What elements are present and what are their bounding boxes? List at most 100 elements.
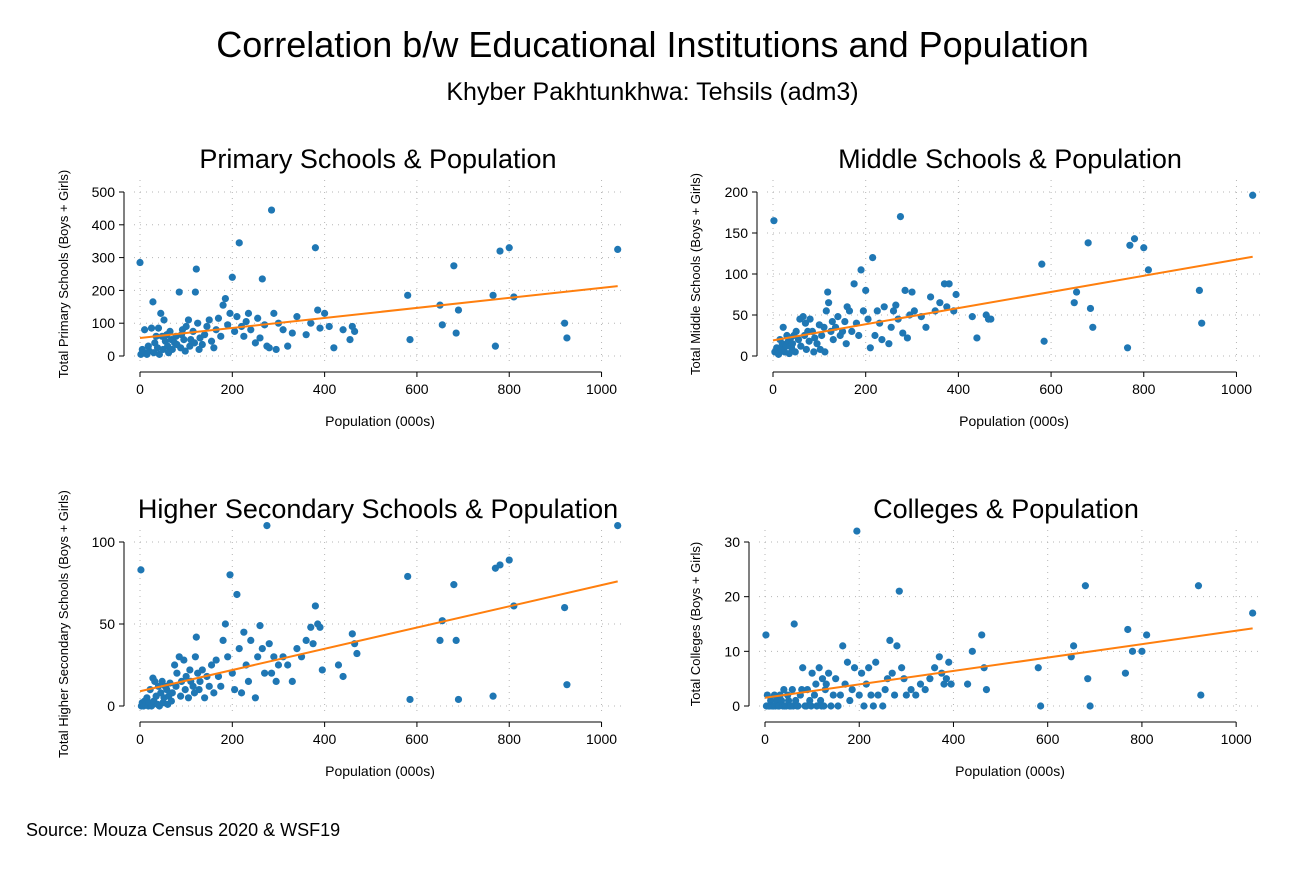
data-point	[902, 691, 910, 699]
data-point	[192, 265, 200, 273]
data-point	[258, 275, 266, 283]
data-point	[168, 689, 176, 697]
x-axis-label: Population (000s)	[325, 763, 435, 779]
data-point	[799, 664, 807, 672]
data-point	[254, 314, 262, 322]
y-tick-label: 30	[724, 534, 740, 550]
data-point	[855, 331, 863, 340]
data-point	[885, 340, 893, 348]
data-point	[353, 649, 361, 658]
data-point	[848, 686, 856, 694]
data-point	[1128, 647, 1137, 655]
data-point	[177, 692, 185, 700]
data-point	[309, 640, 317, 648]
data-point	[896, 213, 905, 221]
data-point	[788, 686, 796, 694]
data-point	[978, 631, 986, 639]
data-point	[811, 334, 819, 342]
x-axis-label: Population (000s)	[955, 763, 1065, 779]
data-point	[214, 672, 223, 681]
x-tick-label: 400	[942, 731, 966, 747]
data-point	[348, 630, 356, 638]
data-point	[150, 349, 158, 357]
data-point	[1121, 669, 1130, 677]
data-point	[1140, 244, 1148, 252]
data-point	[1034, 664, 1042, 672]
data-point	[850, 280, 858, 288]
data-point	[151, 677, 159, 686]
data-point	[201, 694, 209, 702]
data-point	[1130, 235, 1139, 243]
x-tick-label: 1000	[586, 381, 617, 397]
x-tick-label: 1000	[1221, 381, 1252, 397]
data-point	[973, 334, 981, 342]
data-point	[802, 345, 810, 354]
data-point	[857, 669, 866, 677]
y-tick-label: 0	[732, 698, 740, 714]
data-point	[889, 307, 898, 315]
data-point	[908, 288, 916, 296]
data-point	[1123, 344, 1132, 352]
data-point	[406, 336, 414, 344]
data-point	[198, 666, 206, 674]
data-point	[931, 664, 939, 672]
data-point	[210, 689, 218, 697]
data-point	[184, 694, 193, 702]
data-point	[339, 672, 347, 681]
data-point	[780, 686, 788, 694]
data-point	[867, 691, 875, 699]
data-point	[792, 327, 800, 335]
data-point	[926, 293, 935, 301]
y-tick-label: 150	[725, 225, 749, 241]
data-point	[307, 623, 315, 631]
y-tick-label: 100	[725, 266, 749, 282]
data-point	[907, 686, 915, 694]
data-point	[968, 313, 976, 321]
data-point	[859, 307, 867, 315]
data-point	[247, 326, 255, 334]
data-point	[872, 658, 880, 666]
data-point	[820, 323, 828, 331]
data-point	[869, 254, 877, 262]
data-point	[614, 245, 622, 253]
data-point	[438, 321, 446, 329]
data-point	[270, 653, 278, 661]
data-point	[147, 324, 156, 332]
data-point	[963, 680, 972, 688]
data-point	[226, 571, 234, 579]
data-point	[936, 299, 944, 307]
data-point	[288, 329, 296, 337]
data-point	[810, 348, 818, 356]
data-point	[834, 313, 842, 321]
x-tick-label: 200	[221, 381, 245, 397]
y-tick-label: 300	[92, 250, 116, 266]
data-point	[952, 290, 960, 299]
data-point	[175, 288, 183, 296]
data-point	[171, 661, 179, 669]
x-tick-label: 200	[848, 731, 872, 747]
y-tick-label: 500	[92, 184, 116, 200]
data-point	[489, 692, 497, 700]
data-point	[903, 334, 912, 342]
x-tick-label: 800	[1130, 731, 1154, 747]
data-point	[866, 344, 874, 352]
data-point	[167, 697, 175, 705]
data-point	[1197, 691, 1205, 699]
data-point	[279, 326, 287, 334]
data-point	[267, 206, 276, 214]
data-point	[857, 266, 865, 274]
x-tick-label: 600	[405, 381, 429, 397]
data-point	[813, 340, 821, 348]
data-point	[1084, 239, 1092, 247]
data-point	[270, 309, 278, 317]
data-point	[836, 691, 844, 699]
data-point	[272, 677, 280, 686]
data-point	[272, 345, 280, 354]
data-point	[157, 309, 165, 317]
data-point	[816, 696, 825, 705]
data-point	[806, 315, 814, 323]
y-tick-label: 50	[99, 616, 115, 632]
data-point	[825, 299, 833, 307]
data-point	[1126, 241, 1134, 249]
data-point	[244, 309, 253, 317]
